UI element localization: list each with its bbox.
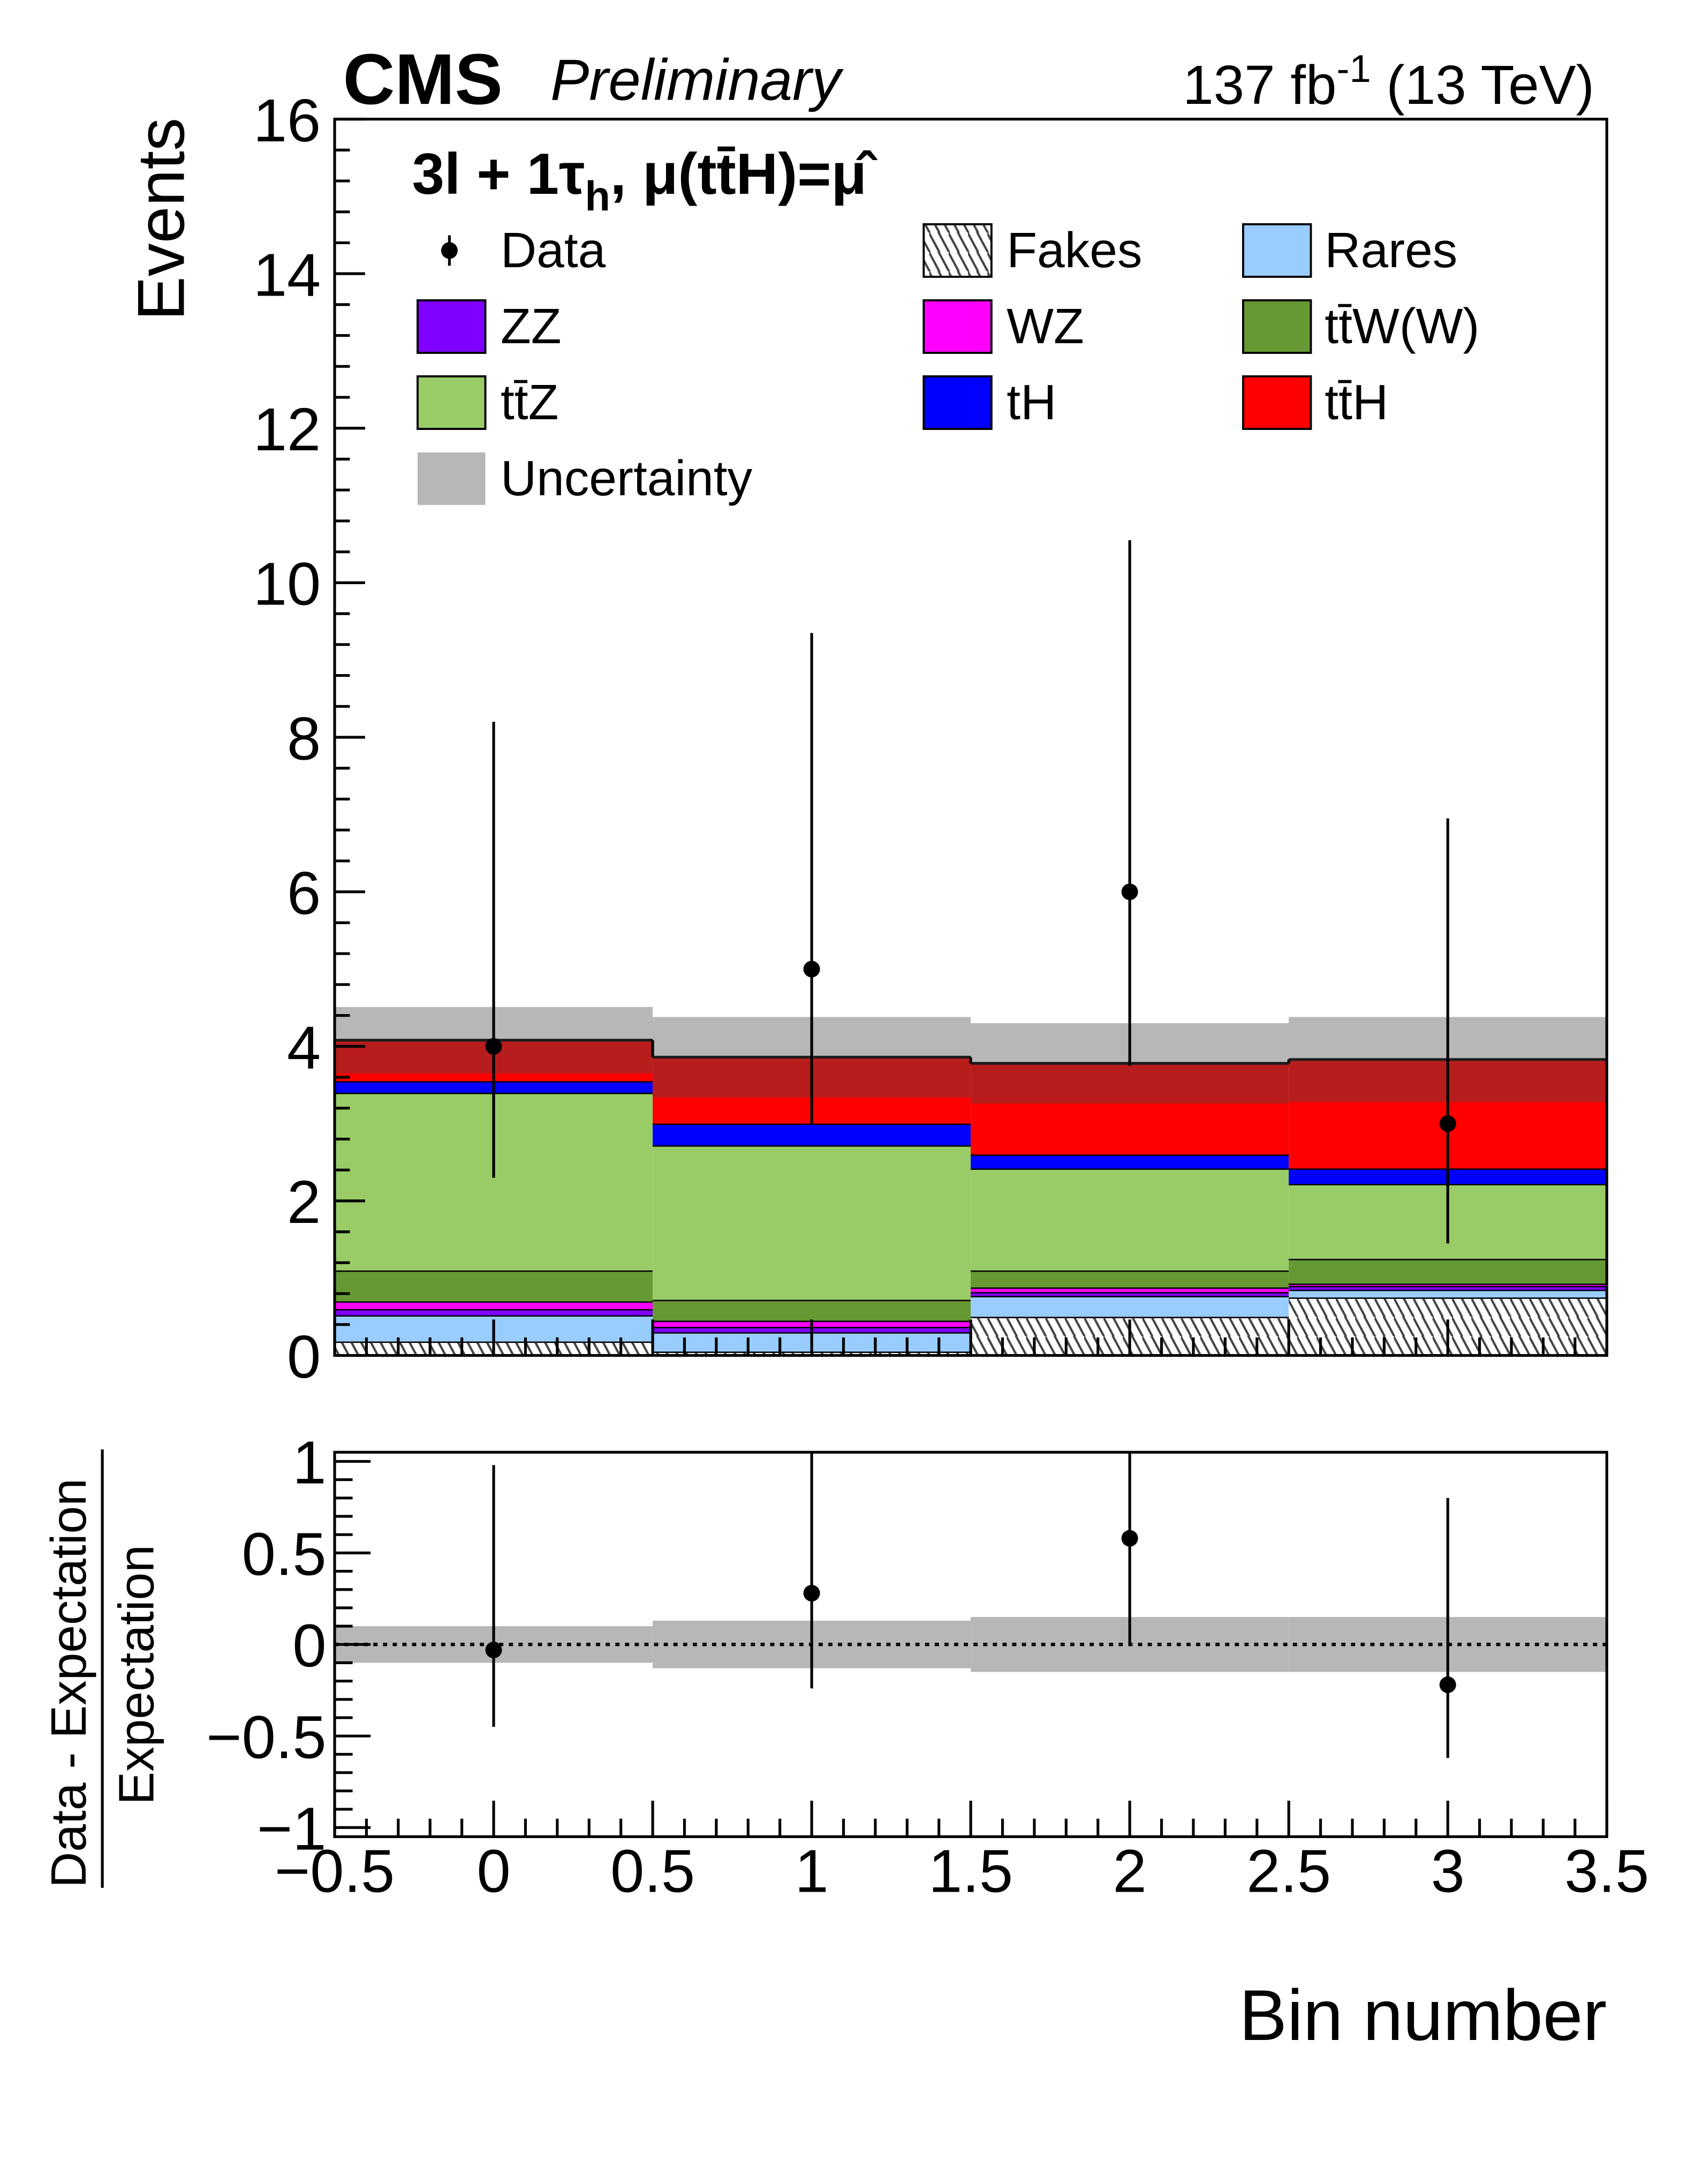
bar-wz [335,1301,653,1309]
svg-text:tH: tH [1007,374,1056,430]
ratio-panel: −1−0.500.51−0.5 0 0.5 1 1.5 2 2.5 3 3.5 [206,1429,1649,1906]
x-axis-label: Bin number [1239,1975,1607,2055]
x-tick-label: 0.5 [610,1838,695,1906]
y-tick-label: 14 [253,241,321,309]
legend-th: tH [922,374,1056,430]
legend-zz: ZZ [417,298,562,354]
bar-th [653,1123,971,1145]
y-tick-label: 0 [287,1323,321,1391]
x-tick-label: 0 [476,1838,510,1906]
ratio-point [1121,1530,1138,1547]
bar-rares [971,1296,1289,1317]
bar-th [971,1154,1289,1169]
ratio-y-tick-label: −1 [257,1795,327,1863]
svg-text:Rares: Rares [1325,222,1457,278]
bar-rares [1289,1289,1607,1298]
channel-label: 3l + 1τh, μ(tt̄H)=μ̂ [412,141,877,220]
x-tick-label: 2 [1113,1838,1147,1906]
ratio-point [485,1642,502,1659]
data-point [485,1038,502,1055]
legend-tth: tt̄H [1242,374,1388,430]
legend-uncertainty: Uncertainty [418,450,753,506]
svg-text:tt̄W(W): tt̄W(W) [1325,298,1479,354]
x-tick-label: −0.5 [275,1838,395,1906]
y-tick-label: 6 [287,859,321,927]
cms-label: CMS [343,39,503,119]
legend-ttz: tt̄Z [417,374,558,430]
ratio-y-tick-label: 0 [292,1612,326,1680]
y-tick-label: 16 [253,87,321,155]
lumi-label: 137 fb-1 (13 TeV) [1183,48,1594,116]
data-point [1121,883,1138,901]
main-panel: 0 2 4 6 8 10 12 14 16 [253,87,1608,1391]
bar-ttw [1289,1259,1607,1284]
y-tick-label: 2 [287,1168,321,1236]
bar-zz [971,1292,1289,1296]
bar-tth [971,1063,1289,1155]
data-point [803,961,820,978]
legend-ttw: tt̄W(W) [1242,298,1479,354]
svg-text:WZ: WZ [1007,298,1084,354]
x-tick-label: 1.5 [928,1838,1013,1906]
legend-wz: WZ [922,298,1084,354]
svg-text:Fakes: Fakes [1007,222,1142,278]
legend-data: Data [441,222,606,278]
y-tick-label: 12 [253,396,321,464]
svg-text:tt̄Z: tt̄Z [501,374,558,430]
svg-text:tt̄H: tt̄H [1325,374,1388,430]
ratio-y-label-numerator: Data - Expectation [41,1478,96,1888]
x-tick-label: 1 [795,1838,828,1906]
bar-ttz [653,1145,971,1300]
ratio-point [803,1585,820,1602]
svg-text:ZZ: ZZ [501,298,562,354]
svg-text:Uncertainty: Uncertainty [501,450,753,506]
bar-zz [1289,1286,1607,1290]
x-tick-label: 3 [1431,1838,1465,1906]
ratio-y-label-denominator: Expectation [109,1545,164,1805]
y-tick-label: 10 [253,550,321,618]
x-tick-label: 3.5 [1564,1838,1649,1906]
ratio-y-tick-label: 1 [292,1429,326,1497]
preliminary-label: Preliminary [550,47,844,112]
bar-ttw [653,1299,971,1321]
bar-ttw [335,1270,653,1302]
ratio-y-tick-label: 0.5 [242,1521,327,1589]
legend: Data Fakes Rares ZZ WZ tt̄W(W) tt̄Z tH t… [417,222,1479,506]
bar-ttz [971,1168,1289,1271]
legend-fakes: Fakes [922,222,1142,278]
ratio-point [1439,1676,1456,1694]
x-tick-label: 2.5 [1246,1838,1331,1906]
y-tick-label: 4 [287,1014,321,1082]
bar-wz [971,1287,1289,1293]
y-axis-label: Events [125,118,199,321]
bar-ttw [971,1270,1289,1288]
svg-text:Data: Data [501,222,606,278]
legend-rares: Rares [1242,222,1457,278]
data-point [1439,1115,1456,1132]
ratio-y-tick-label: −0.5 [206,1704,326,1772]
bar-zz [335,1309,653,1316]
y-tick-label: 8 [287,705,321,773]
